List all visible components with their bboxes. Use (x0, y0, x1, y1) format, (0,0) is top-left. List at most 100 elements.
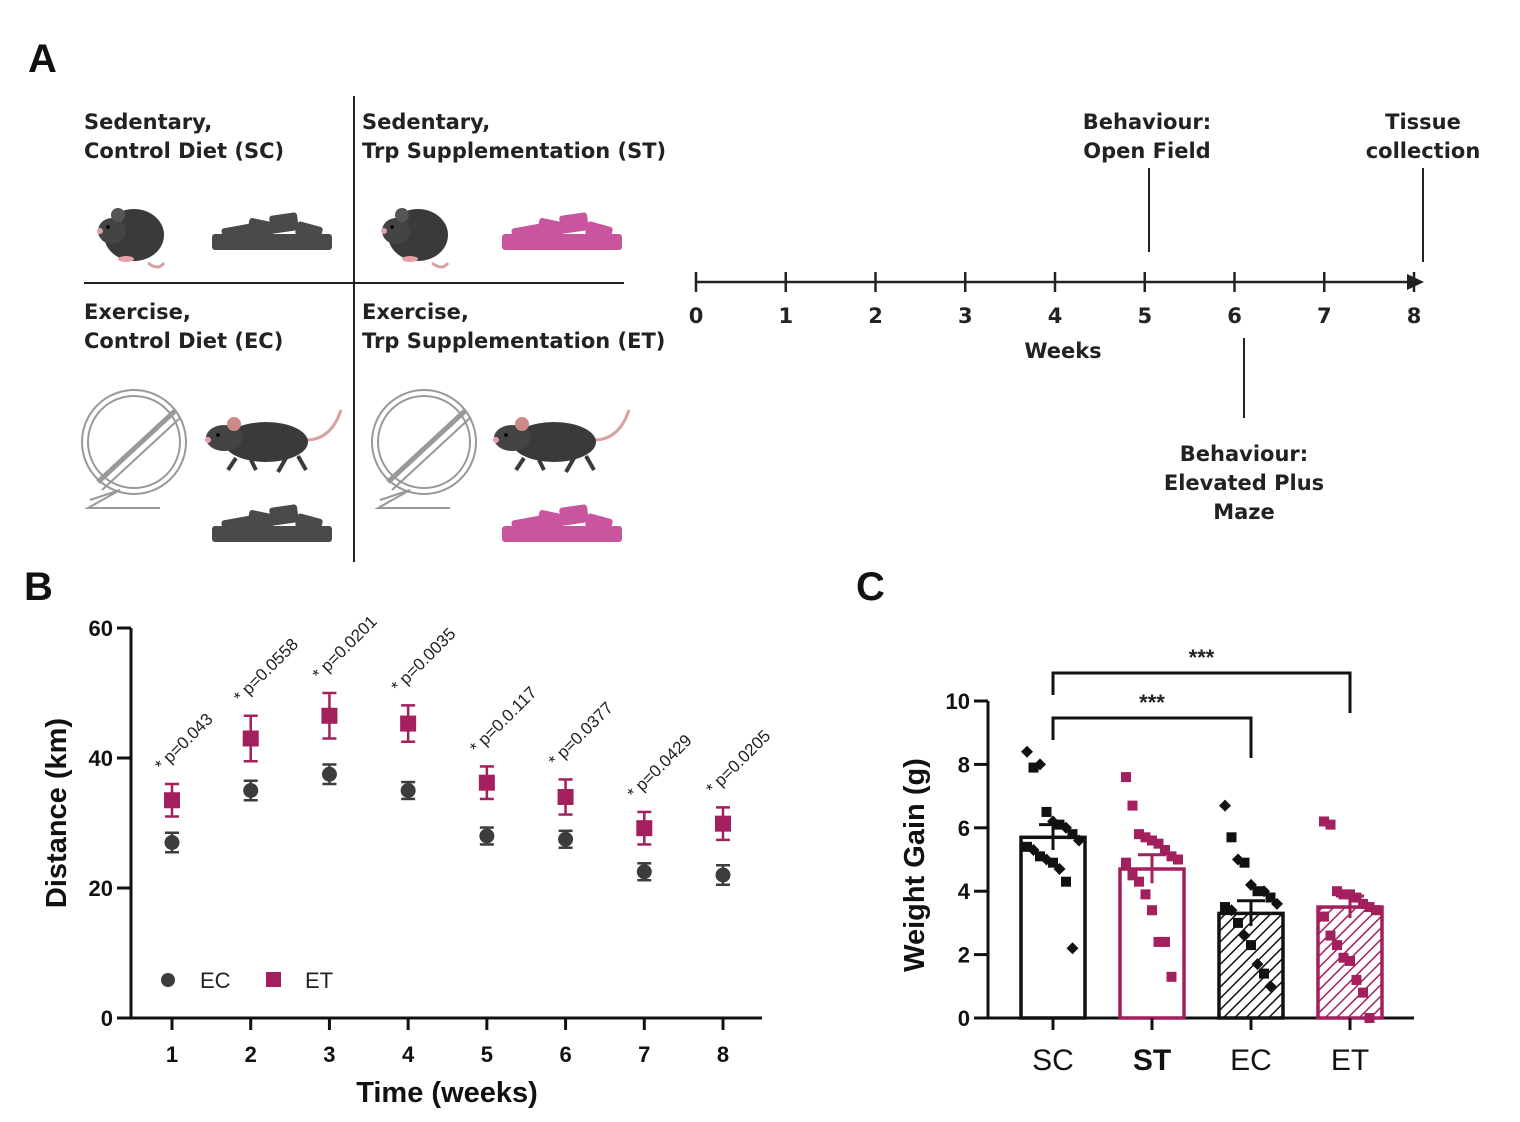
st-label-2: Trp Supplementation (ST) (362, 139, 666, 163)
data-point (1259, 968, 1269, 979)
x-tick-label: ET (1331, 1044, 1369, 1077)
data-point (1332, 886, 1342, 897)
significance-label: *** (1139, 690, 1165, 715)
x-tick-label: 4 (402, 1042, 415, 1067)
et-label-2: Trp Supplementation (ET) (362, 329, 665, 353)
data-point (1251, 958, 1264, 971)
data-point-ec (400, 783, 416, 798)
running-wheel-icon (371, 389, 477, 509)
timeline-tick-label: 3 (958, 304, 973, 328)
y-tick-label: 2 (958, 943, 970, 968)
epm-label-3: Maze (1213, 500, 1275, 524)
tissue-label-1: Tissue (1385, 110, 1461, 134)
timeline-tick-label: 0 (689, 304, 704, 328)
data-point (1061, 876, 1071, 887)
timeline-tick-label: 8 (1407, 304, 1422, 328)
y-tick-label: 0 (958, 1006, 970, 1031)
significance-annotation: * p=0.0377 (545, 698, 617, 770)
study-timeline: 0 1 2 3 4 5 6 7 8 Weeks Behaviour: Open Field Ti… (689, 110, 1481, 524)
data-point (1332, 940, 1342, 951)
data-point (1160, 844, 1170, 855)
data-point (1147, 835, 1157, 846)
timeline-tick-label: 4 (1048, 304, 1063, 328)
legend-marker-et (266, 972, 281, 987)
data-point (1371, 905, 1381, 916)
data-point (1325, 930, 1336, 941)
data-point (1219, 799, 1231, 812)
data-point (1066, 942, 1079, 955)
y-tick-label: 0 (101, 1006, 113, 1031)
panel-label-c: C (856, 565, 885, 609)
y-tick-label: 60 (89, 616, 113, 641)
x-tick-label: SC (1032, 1044, 1074, 1077)
timeline-tick-label: 6 (1227, 304, 1242, 328)
data-point (1364, 1013, 1375, 1023)
y-tick-label: 4 (958, 879, 971, 904)
ec-label-2: Control Diet (EC) (84, 329, 283, 353)
trp-chow-pellets-icon (502, 212, 622, 250)
data-point-et (715, 815, 731, 832)
epm-label-1: Behaviour: (1180, 442, 1308, 466)
significance-annotation: * p=0.0558 (230, 635, 302, 707)
data-point (1319, 816, 1329, 827)
data-point-et (400, 715, 417, 732)
data-point (1121, 857, 1131, 868)
et-label-1: Exercise, (362, 300, 469, 324)
data-point-et (321, 707, 338, 724)
significance-label: *** (1189, 645, 1215, 670)
data-point (1265, 892, 1276, 903)
epm-label-2: Elevated Plus (1164, 471, 1324, 495)
data-point (1022, 841, 1032, 852)
data-point (1041, 806, 1052, 817)
bar-st (1118, 867, 1186, 1020)
significance-annotation: * p=0.0201 (309, 612, 381, 684)
data-point (1264, 980, 1277, 993)
data-point (1127, 800, 1138, 811)
data-point (1153, 838, 1164, 849)
data-point (1067, 829, 1078, 840)
data-point (1140, 889, 1151, 900)
data-point (1351, 974, 1362, 985)
weight-gain-chart: 0 2 4 6 8 10 Weight Gain (g) SC ST EC ET *** *** (899, 645, 1414, 1077)
data-point (1035, 851, 1045, 862)
data-point (1121, 772, 1131, 783)
bar-ec (1217, 911, 1285, 1020)
data-point-ec (164, 835, 180, 850)
chow-pellets-icon (212, 504, 332, 542)
data-point (1153, 936, 1164, 947)
tissue-label-2: collection (1366, 139, 1481, 163)
data-point (1173, 854, 1183, 865)
y-tick-label: 40 (89, 746, 113, 771)
data-point (1351, 892, 1362, 903)
open-field-label-2: Open Field (1083, 139, 1210, 163)
y-tick-label: 8 (958, 752, 970, 777)
chart-legend: EC ET (161, 968, 333, 993)
significance-annotation: * p=0.0205 (702, 726, 774, 798)
timeline-tick-label: 5 (1137, 304, 1152, 328)
data-point (1147, 905, 1157, 916)
data-point (1239, 857, 1250, 868)
data-point-et (242, 730, 259, 747)
data-point (1238, 929, 1251, 942)
data-point (1325, 819, 1336, 830)
data-point-ec (321, 766, 337, 782)
legend-label-ec: EC (200, 968, 231, 993)
data-point (1233, 917, 1243, 928)
data-point-ec (558, 831, 574, 847)
data-point (1166, 851, 1177, 862)
data-point (1319, 911, 1329, 922)
data-point (1345, 889, 1355, 900)
data-point-ec (715, 867, 731, 883)
timeline-axis-label: Weeks (1024, 339, 1101, 363)
data-point (1053, 863, 1066, 876)
data-point-ec (243, 783, 259, 798)
timeline-tick-label: 2 (868, 304, 883, 328)
y-axis-title: Distance (km) (41, 718, 73, 908)
data-point (1134, 876, 1144, 887)
legend-label-et: ET (305, 968, 333, 993)
data-point-et (557, 789, 574, 805)
data-point (1048, 857, 1058, 868)
x-tick-label: 2 (245, 1042, 257, 1067)
distance-chart: 0 20 40 60 1 2 3 4 5 6 7 8 Time (weeks) Distance (km)… (41, 612, 774, 1109)
